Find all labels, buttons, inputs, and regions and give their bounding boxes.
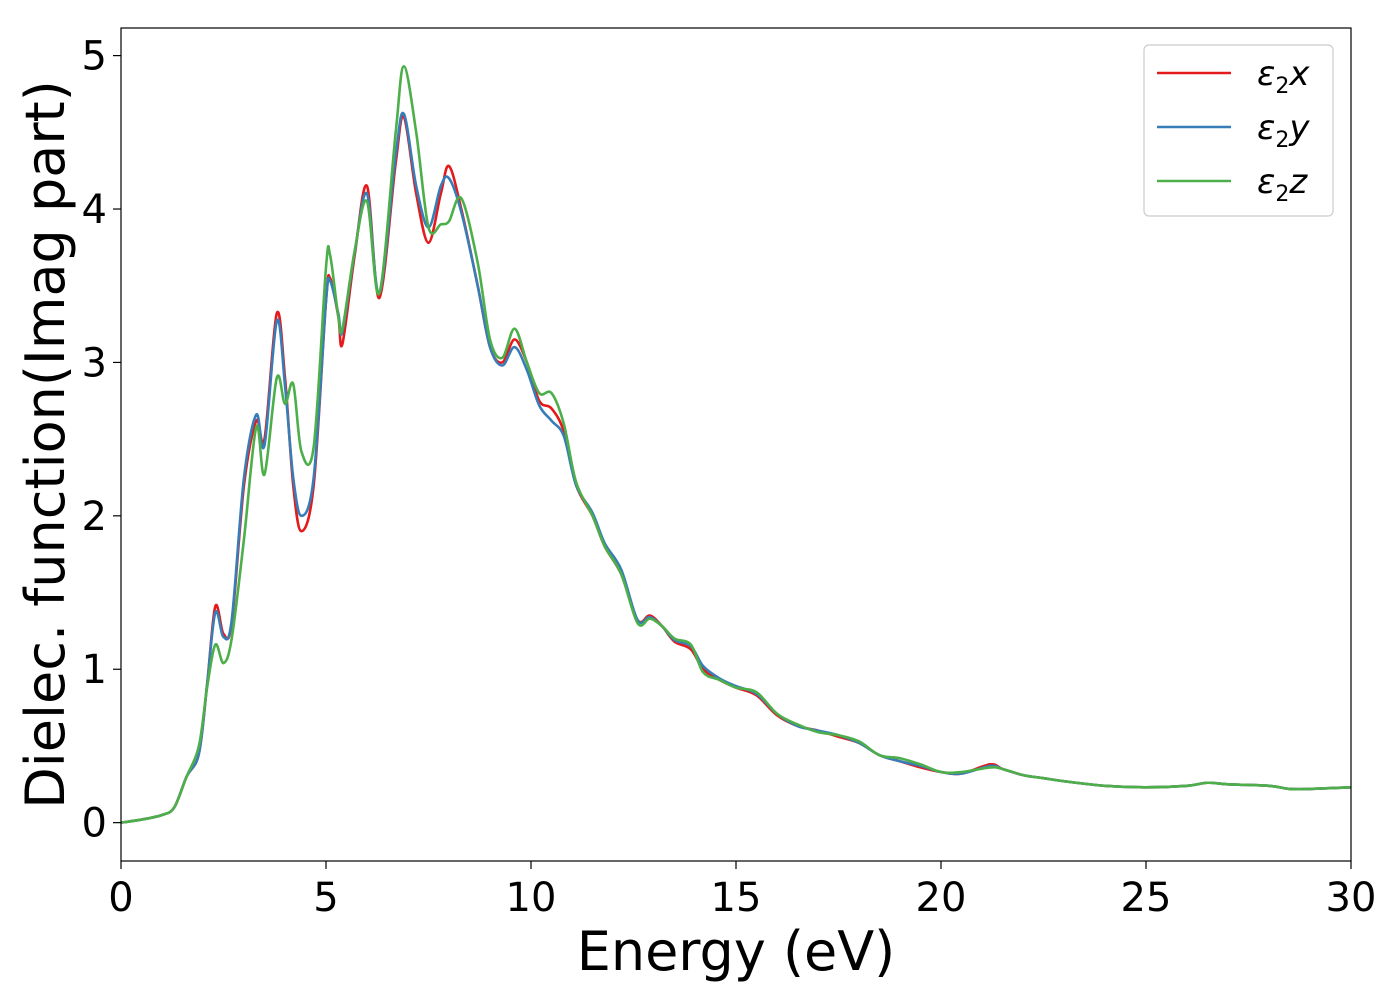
series-line-3 <box>120 65 1352 824</box>
legend: ε2x ε2y ε2z <box>1143 44 1334 217</box>
x-tick-label: 30 <box>1326 875 1377 921</box>
x-tick-label: 20 <box>916 875 967 921</box>
plot-lines <box>120 65 1352 824</box>
y-tick-label: 0 <box>82 801 107 847</box>
y-axis-label: Dielec. function(Imag part) <box>14 80 77 809</box>
y-axis-ticks: 0 1 2 3 4 5 <box>82 34 121 847</box>
x-tick-label: 0 <box>108 875 133 921</box>
legend-label: ε2y <box>1257 108 1310 153</box>
x-tick-label: 10 <box>506 875 557 921</box>
y-tick-label: 1 <box>82 647 107 693</box>
x-tick-label: 15 <box>711 875 762 921</box>
x-tick-label: 5 <box>313 875 338 921</box>
series-line-1 <box>120 114 1352 824</box>
series-line-2 <box>120 111 1352 824</box>
x-tick-label: 25 <box>1121 875 1172 921</box>
y-tick-label: 3 <box>82 340 107 386</box>
x-axis-ticks: 0 5 10 15 20 25 30 <box>108 861 1376 921</box>
y-tick-label: 4 <box>82 187 107 233</box>
x-axis-label: Energy (eV) <box>577 920 896 983</box>
legend-box <box>1143 44 1334 217</box>
legend-label: ε2z <box>1257 162 1308 207</box>
y-tick-label: 5 <box>82 34 107 80</box>
y-tick-label: 2 <box>82 494 107 540</box>
legend-label: ε2x <box>1257 54 1310 99</box>
